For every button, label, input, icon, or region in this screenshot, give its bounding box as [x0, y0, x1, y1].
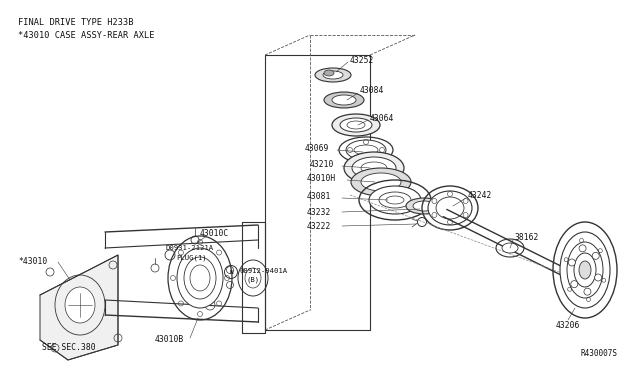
Circle shape	[568, 259, 575, 266]
Ellipse shape	[340, 118, 372, 132]
Ellipse shape	[413, 201, 435, 211]
Circle shape	[592, 252, 599, 259]
Text: 43010C: 43010C	[200, 228, 229, 237]
Circle shape	[595, 274, 602, 281]
Ellipse shape	[406, 198, 442, 214]
Circle shape	[579, 245, 586, 252]
Text: 43242: 43242	[468, 190, 492, 199]
Text: 08912-9401A: 08912-9401A	[240, 268, 288, 274]
Text: 43084: 43084	[360, 86, 385, 94]
Ellipse shape	[323, 71, 343, 79]
Ellipse shape	[346, 140, 386, 160]
Text: (B): (B)	[247, 277, 260, 283]
Ellipse shape	[65, 287, 95, 323]
Text: N: N	[229, 269, 233, 275]
Ellipse shape	[579, 261, 591, 279]
Ellipse shape	[351, 168, 411, 196]
Ellipse shape	[332, 114, 380, 136]
Ellipse shape	[352, 157, 396, 179]
Text: *43010 CASE ASSY-REAR AXLE: *43010 CASE ASSY-REAR AXLE	[18, 31, 154, 39]
Text: 43069: 43069	[305, 144, 330, 153]
Text: SEE SEC.380: SEE SEC.380	[42, 343, 95, 353]
Ellipse shape	[315, 68, 351, 82]
Circle shape	[571, 280, 578, 288]
Ellipse shape	[369, 186, 421, 214]
Text: 43081: 43081	[307, 192, 332, 201]
Text: 43010H: 43010H	[307, 173, 336, 183]
Ellipse shape	[428, 191, 472, 225]
Ellipse shape	[324, 92, 364, 108]
Text: 43210: 43210	[310, 160, 334, 169]
Text: 43252: 43252	[350, 55, 374, 64]
Circle shape	[584, 288, 591, 295]
Text: 43064: 43064	[370, 113, 394, 122]
Ellipse shape	[324, 70, 334, 76]
Text: 43232: 43232	[307, 208, 332, 217]
Text: 43206: 43206	[556, 321, 580, 330]
Ellipse shape	[177, 248, 223, 308]
Text: PLUG(1): PLUG(1)	[176, 255, 207, 261]
Polygon shape	[40, 255, 118, 360]
Text: *43010: *43010	[18, 257, 47, 266]
Text: 38162: 38162	[515, 232, 540, 241]
Ellipse shape	[332, 95, 356, 105]
Text: 43222: 43222	[307, 221, 332, 231]
Ellipse shape	[502, 243, 518, 253]
Ellipse shape	[560, 232, 610, 308]
Text: D0931-2121A: D0931-2121A	[165, 245, 213, 251]
Text: 43010B: 43010B	[155, 336, 184, 344]
Ellipse shape	[344, 152, 404, 184]
Text: R430007S: R430007S	[581, 349, 618, 358]
Ellipse shape	[361, 173, 401, 191]
Text: FINAL DRIVE TYPE H233B: FINAL DRIVE TYPE H233B	[18, 17, 134, 26]
